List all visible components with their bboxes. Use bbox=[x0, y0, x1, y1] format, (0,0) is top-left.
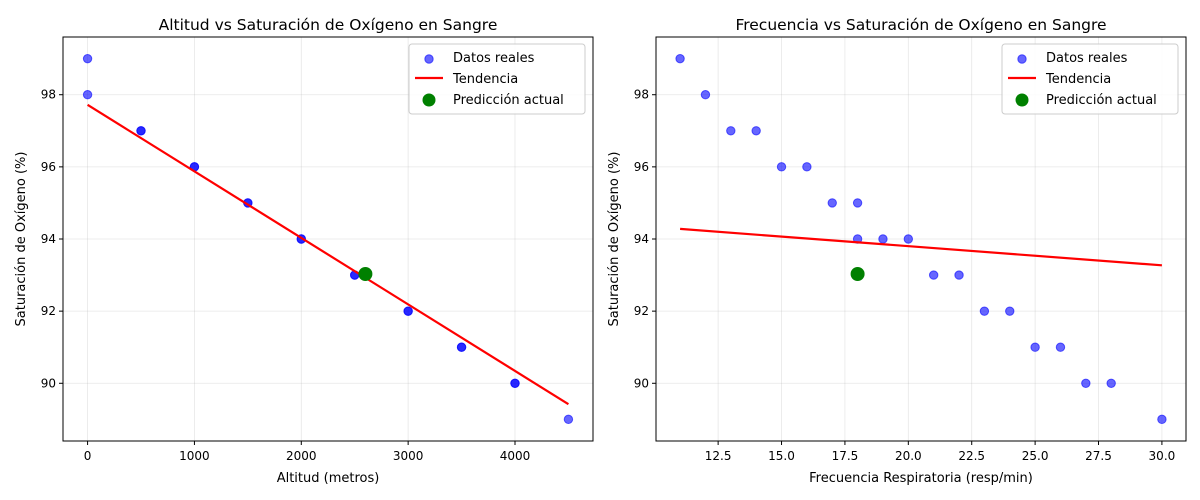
x-tick-label: 30.0 bbox=[1149, 449, 1176, 463]
x-tick-label: 15.0 bbox=[768, 449, 795, 463]
data-point bbox=[700, 90, 711, 100]
data-point bbox=[776, 162, 787, 172]
x-tick-label: 1000 bbox=[179, 449, 210, 463]
data-point bbox=[827, 198, 837, 208]
trend-line bbox=[86, 103, 570, 406]
y-tick-label: 96 bbox=[634, 160, 649, 174]
y-tick-label: 94 bbox=[634, 232, 649, 246]
data-point bbox=[928, 270, 939, 280]
data-point bbox=[82, 90, 93, 100]
data-point bbox=[1157, 414, 1167, 425]
legend-label: Tendencia bbox=[452, 72, 518, 87]
data-point bbox=[852, 198, 863, 208]
data-point bbox=[751, 126, 761, 136]
data-point bbox=[403, 306, 413, 316]
data-point bbox=[954, 270, 964, 280]
prediction-marker bbox=[358, 266, 373, 281]
chart-title: Altitud vs Saturación de Oxígeno en Sang… bbox=[159, 16, 498, 34]
legend-marker-datos bbox=[1017, 54, 1027, 64]
x-tick-label: 12.5 bbox=[705, 449, 732, 463]
y-tick-label: 90 bbox=[634, 376, 649, 390]
x-tick-label: 17.5 bbox=[832, 449, 859, 463]
y-axis-label: Saturación de Oxígeno (%) bbox=[14, 152, 29, 327]
data-point bbox=[675, 53, 685, 64]
legend-box bbox=[408, 43, 586, 115]
chart-frecuencia: 12.5 15.0 17.5 20.0 22.5 25.0 27.5 30.0 90 92 94 96… bbox=[607, 16, 1187, 486]
data-point bbox=[456, 342, 467, 352]
y-tick-label: 94 bbox=[41, 232, 56, 246]
chart-title: Frecuencia vs Saturación de Oxígeno en S… bbox=[735, 16, 1106, 34]
legend-marker-prediccion bbox=[1015, 93, 1029, 107]
legend-label: Predicción actual bbox=[453, 93, 564, 108]
x-tick-label: 3000 bbox=[393, 449, 424, 463]
trend-line bbox=[680, 227, 1162, 267]
x-tick-label: 25.0 bbox=[1022, 449, 1049, 463]
data-point bbox=[1005, 306, 1015, 316]
legend-label: Tendencia bbox=[1045, 72, 1111, 87]
y-tick-label: 92 bbox=[41, 304, 56, 318]
data-point bbox=[136, 126, 146, 136]
legend-label: Datos reales bbox=[453, 51, 535, 66]
prediction-marker bbox=[850, 266, 865, 281]
data-point bbox=[878, 234, 888, 244]
legend-marker-datos bbox=[424, 54, 434, 64]
y-tick-label: 90 bbox=[41, 376, 56, 390]
legend-box bbox=[1001, 43, 1179, 115]
x-tick-label: 27.5 bbox=[1085, 449, 1112, 463]
x-tick-label: 2000 bbox=[286, 449, 317, 463]
chart-altitud: 0 1000 2000 3000 4000 90 92 94 96 98 Altitud vs Sa… bbox=[14, 16, 594, 486]
legend-marker-prediccion bbox=[422, 93, 436, 107]
y-tick-label: 98 bbox=[41, 88, 56, 102]
data-point bbox=[1030, 342, 1040, 352]
x-tick-label: 0 bbox=[84, 449, 92, 463]
legend-label: Predicción actual bbox=[1046, 93, 1157, 108]
y-tick-label: 92 bbox=[634, 304, 649, 318]
x-axis-label: Frecuencia Respiratoria (resp/min) bbox=[809, 471, 1033, 486]
data-point bbox=[726, 126, 736, 136]
y-axis-label: Saturación de Oxígeno (%) bbox=[607, 152, 622, 327]
x-tick-label: 4000 bbox=[500, 449, 531, 463]
data-point bbox=[903, 234, 914, 244]
data-point bbox=[802, 162, 812, 172]
y-tick-label: 96 bbox=[41, 160, 56, 174]
x-tick-label: 20.0 bbox=[895, 449, 922, 463]
x-tick-label: 22.5 bbox=[958, 449, 985, 463]
x-axis-label: Altitud (metros) bbox=[277, 471, 380, 486]
data-point bbox=[82, 53, 93, 64]
data-point bbox=[979, 306, 990, 316]
data-point bbox=[1106, 378, 1116, 388]
y-tick-label: 98 bbox=[634, 88, 649, 102]
data-point bbox=[510, 378, 520, 388]
data-point bbox=[563, 414, 574, 425]
legend-label: Datos reales bbox=[1046, 51, 1128, 66]
data-point bbox=[1081, 378, 1091, 388]
data-point bbox=[1055, 342, 1066, 352]
